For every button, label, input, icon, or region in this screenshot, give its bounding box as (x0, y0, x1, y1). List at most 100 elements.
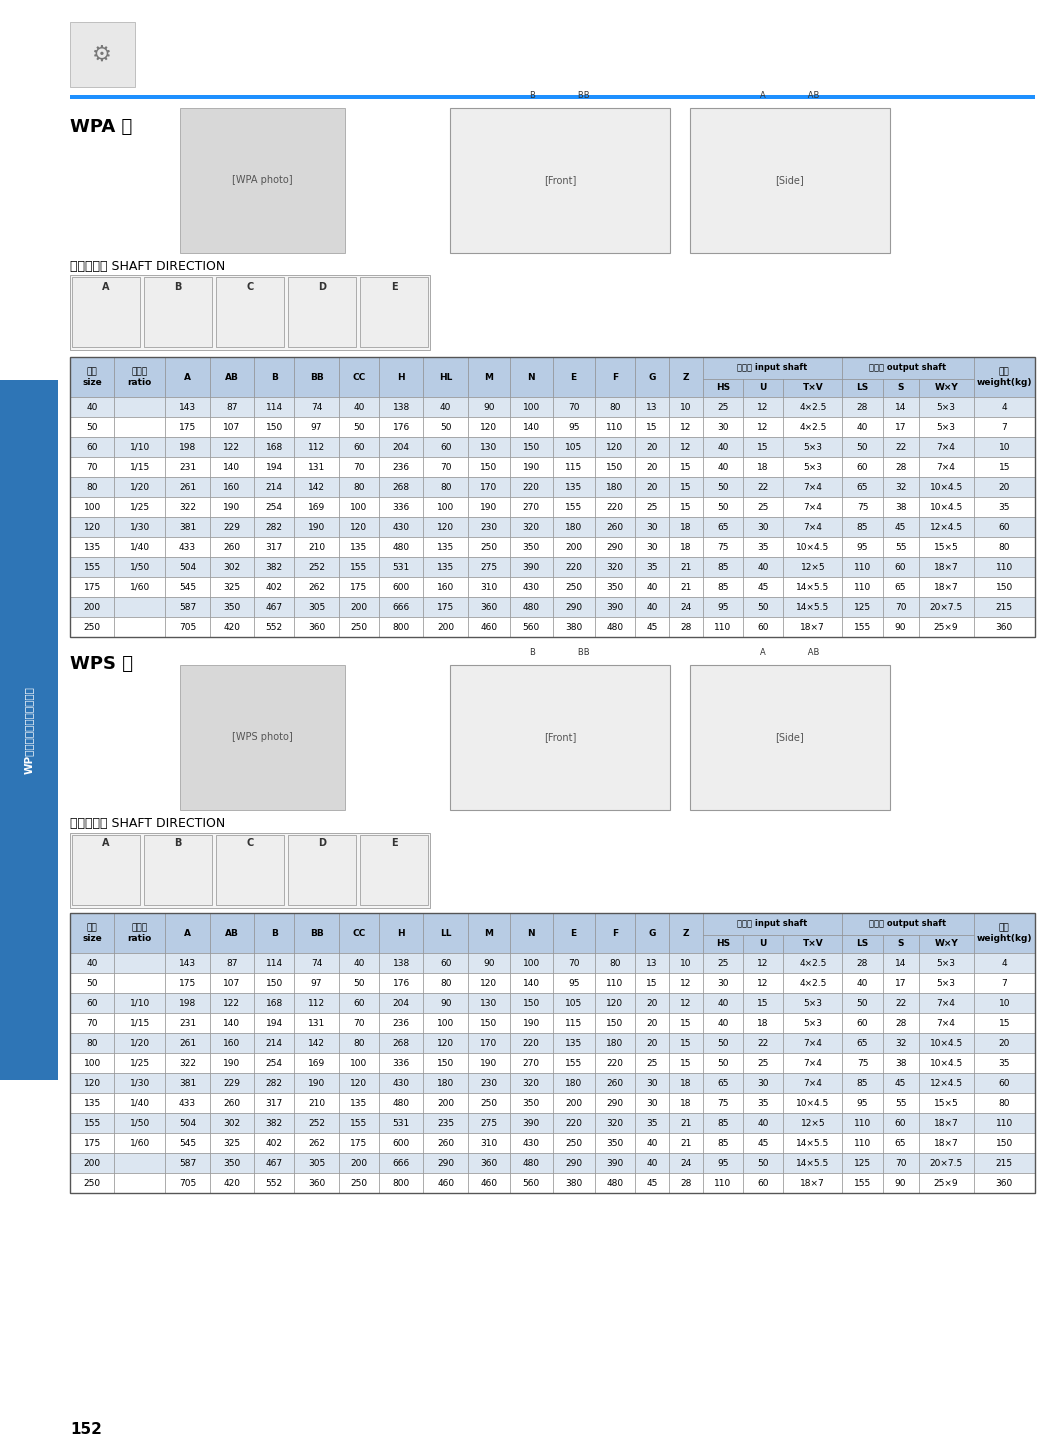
Bar (70, 457, 114, 478)
Text: 45: 45 (758, 1138, 768, 1147)
Text: 15: 15 (681, 502, 691, 511)
Text: 480: 480 (523, 1159, 540, 1167)
Text: 35: 35 (757, 543, 768, 552)
Bar (254, 576, 295, 597)
Text: 220: 220 (565, 1118, 582, 1128)
Bar (165, 396, 210, 417)
Text: 252: 252 (308, 562, 325, 572)
Bar (295, 953, 339, 973)
Text: 504: 504 (179, 562, 196, 572)
Bar (165, 478, 210, 497)
Text: 170: 170 (480, 1038, 497, 1047)
Bar (883, 1153, 919, 1173)
Bar (743, 576, 783, 597)
Bar (295, 1032, 339, 1053)
Text: 231: 231 (179, 1018, 196, 1028)
Bar (339, 517, 379, 537)
Bar (114, 1153, 165, 1173)
Text: 150: 150 (480, 463, 497, 472)
Bar (635, 1153, 669, 1173)
Text: 135: 135 (565, 482, 582, 491)
Text: 125: 125 (854, 1159, 871, 1167)
Bar (165, 357, 210, 396)
Text: 5×3: 5×3 (937, 958, 956, 967)
Text: 155: 155 (854, 623, 871, 632)
Bar (423, 973, 467, 993)
Bar (339, 537, 379, 558)
Text: [Side]: [Side] (776, 176, 805, 184)
Bar (883, 576, 919, 597)
Bar (843, 1093, 883, 1114)
Text: 120: 120 (437, 523, 454, 531)
Bar (423, 913, 467, 953)
Bar (379, 1093, 423, 1114)
Bar (974, 1133, 1035, 1153)
Text: 110: 110 (714, 1179, 731, 1188)
Bar (114, 1114, 165, 1133)
Bar (216, 835, 284, 905)
Bar (510, 1114, 552, 1133)
Text: 50: 50 (718, 482, 728, 491)
Text: 18×7: 18×7 (934, 562, 958, 572)
Text: 30: 30 (647, 1099, 657, 1108)
Bar (467, 417, 510, 437)
Text: 110: 110 (714, 623, 731, 632)
Text: 100: 100 (437, 502, 455, 511)
Text: 275: 275 (480, 1118, 497, 1128)
Text: U: U (759, 383, 766, 392)
Text: 14×5.5: 14×5.5 (796, 1138, 829, 1147)
Bar (883, 1133, 919, 1153)
Text: 190: 190 (224, 502, 241, 511)
Text: 35: 35 (647, 1118, 657, 1128)
Bar (379, 973, 423, 993)
Bar (165, 597, 210, 617)
Text: 282: 282 (266, 523, 283, 531)
Text: 155: 155 (565, 502, 582, 511)
Text: 24: 24 (681, 1159, 691, 1167)
Bar (295, 993, 339, 1013)
Bar (379, 1073, 423, 1093)
Text: 320: 320 (606, 1118, 623, 1128)
Text: 150: 150 (523, 999, 540, 1008)
Text: 552: 552 (266, 623, 283, 632)
Bar (974, 478, 1035, 497)
Bar (974, 913, 1035, 953)
Text: 1/60: 1/60 (129, 1138, 149, 1147)
Bar (974, 953, 1035, 973)
Text: 110: 110 (854, 562, 871, 572)
Bar (254, 497, 295, 517)
Bar (467, 396, 510, 417)
Bar (552, 1153, 595, 1173)
Text: 290: 290 (437, 1159, 454, 1167)
Text: 130: 130 (480, 443, 497, 452)
Bar (510, 437, 552, 457)
Bar (210, 993, 254, 1013)
Bar (379, 478, 423, 497)
Bar (70, 478, 114, 497)
Text: 21: 21 (681, 562, 691, 572)
Text: 105: 105 (565, 999, 582, 1008)
Text: 40: 40 (718, 443, 728, 452)
Bar (552, 617, 595, 637)
Bar (552, 953, 595, 973)
Text: 250: 250 (565, 582, 582, 591)
Text: 18: 18 (681, 523, 691, 531)
Bar (843, 396, 883, 417)
Bar (210, 1053, 254, 1073)
Bar (254, 1133, 295, 1153)
Text: 152: 152 (70, 1423, 102, 1437)
Bar (165, 576, 210, 597)
Text: 150: 150 (437, 1059, 455, 1067)
Text: 65: 65 (895, 1138, 906, 1147)
Bar (70, 1153, 114, 1173)
Text: 12×4.5: 12×4.5 (930, 523, 962, 531)
Bar (210, 478, 254, 497)
Text: HL: HL (439, 373, 453, 382)
Bar (783, 537, 843, 558)
Bar (919, 953, 974, 973)
Text: 45: 45 (895, 523, 906, 531)
Bar (595, 973, 635, 993)
Text: 322: 322 (179, 502, 196, 511)
Bar (379, 1032, 423, 1053)
Text: 97: 97 (311, 979, 322, 987)
